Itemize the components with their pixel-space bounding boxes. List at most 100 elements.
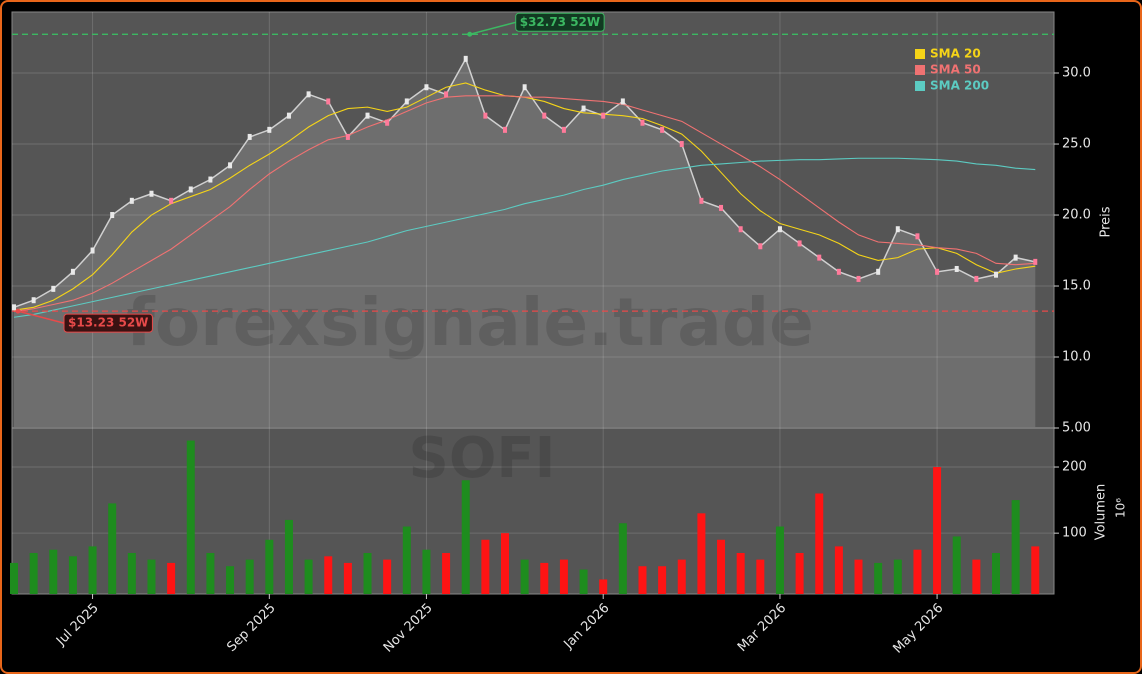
- close-marker: [228, 162, 233, 169]
- close-marker: [679, 141, 684, 148]
- close-marker: [188, 186, 193, 193]
- close-marker: [31, 297, 36, 304]
- close-marker: [1033, 258, 1038, 265]
- volume-bar: [363, 552, 372, 594]
- annotation-box: [63, 313, 153, 333]
- annotation-arrowhead: [467, 31, 473, 37]
- y-tick-label: 30.0: [1062, 66, 1091, 81]
- volume-unit: 10⁶: [1114, 498, 1128, 518]
- volume-bar: [68, 556, 77, 594]
- volume-bar: [304, 559, 313, 594]
- volume-bar: [618, 523, 627, 594]
- volume-bar: [442, 552, 451, 594]
- price-area: [14, 58, 1036, 428]
- close-marker: [836, 268, 841, 275]
- volume-bar: [481, 539, 490, 594]
- close-marker: [385, 119, 390, 126]
- volume-bar: [147, 559, 156, 594]
- volume-bar: [206, 552, 215, 594]
- legend-swatch: [915, 49, 925, 59]
- volume-bar: [559, 559, 568, 594]
- watermark: forexsignale.trade: [126, 284, 814, 361]
- close-marker: [129, 197, 134, 204]
- volume-bar: [324, 556, 333, 594]
- y-tick-label: 10.0: [1062, 350, 1091, 365]
- close-marker: [70, 268, 75, 275]
- volume-bar: [265, 539, 274, 594]
- close-marker: [601, 112, 606, 119]
- volume-bar: [520, 559, 529, 594]
- close-marker: [817, 254, 822, 261]
- sma-line: [13, 95, 1036, 313]
- close-marker: [640, 119, 645, 126]
- close-marker: [581, 105, 586, 112]
- close-marker: [286, 112, 291, 119]
- close-marker: [856, 275, 861, 282]
- y-tick-label: 200: [1062, 460, 1087, 475]
- close-marker: [620, 98, 625, 105]
- close-marker: [483, 112, 488, 119]
- volume-bar: [284, 519, 293, 594]
- y-tick-label: 20.0: [1062, 208, 1091, 223]
- volume-bar: [913, 549, 922, 594]
- close-marker: [1013, 254, 1018, 261]
- close-marker: [326, 98, 331, 105]
- close-marker: [660, 126, 665, 133]
- close-marker: [90, 247, 95, 254]
- volume-bar: [972, 559, 981, 594]
- x-tick-label: Jul 2025: [53, 601, 102, 650]
- close-marker: [935, 268, 940, 275]
- volume-bar: [1031, 546, 1040, 594]
- close-marker: [797, 240, 802, 247]
- volume-bar: [29, 552, 38, 594]
- close-marker: [247, 133, 252, 140]
- volume-bar: [10, 562, 18, 594]
- close-marker: [51, 285, 56, 292]
- volume-bar: [599, 579, 608, 594]
- volume-bar: [638, 566, 647, 594]
- close-marker: [777, 226, 782, 233]
- close-marker: [110, 212, 115, 219]
- volume-bar: [540, 562, 549, 594]
- volume-bar: [756, 559, 765, 594]
- volume-bar: [226, 566, 235, 594]
- legend-label: SMA 20: [930, 47, 981, 61]
- y-tick-label: 100: [1062, 526, 1087, 541]
- volume-bar: [1011, 500, 1020, 594]
- legend-swatch: [915, 65, 925, 75]
- close-marker: [699, 197, 704, 204]
- x-tick-label: May 2026: [890, 601, 946, 657]
- volume-bar: [874, 562, 883, 594]
- close-marker: [915, 233, 920, 240]
- close-marker: [895, 226, 900, 233]
- volume-bar: [88, 546, 97, 594]
- volume-bar: [834, 546, 843, 594]
- legend-label: SMA 200: [930, 79, 989, 93]
- close-marker: [12, 304, 16, 311]
- close-marker: [542, 112, 547, 119]
- sma-line: [13, 157, 1036, 318]
- volume-bar: [383, 559, 392, 594]
- volume-bar: [952, 536, 961, 594]
- volume-bar: [697, 513, 706, 594]
- close-marker: [149, 190, 154, 197]
- close-marker: [954, 265, 959, 272]
- close-marker: [424, 84, 429, 91]
- annotation-box: [515, 12, 605, 32]
- volume-bar: [49, 549, 58, 594]
- volume-bar: [127, 552, 136, 594]
- close-marker: [267, 126, 272, 133]
- volume-bar: [422, 549, 431, 594]
- volume-bar: [108, 503, 117, 594]
- volume-bar: [775, 526, 784, 594]
- close-marker: [444, 91, 449, 98]
- y-tick-label: 15.0: [1062, 279, 1091, 294]
- volume-bar: [815, 493, 824, 594]
- close-marker: [974, 275, 979, 282]
- x-tick-label: Nov 2025: [381, 601, 436, 656]
- volume-bar: [579, 569, 588, 594]
- close-marker: [561, 126, 566, 133]
- annotation-arrow: [469, 21, 516, 36]
- close-marker: [365, 112, 370, 119]
